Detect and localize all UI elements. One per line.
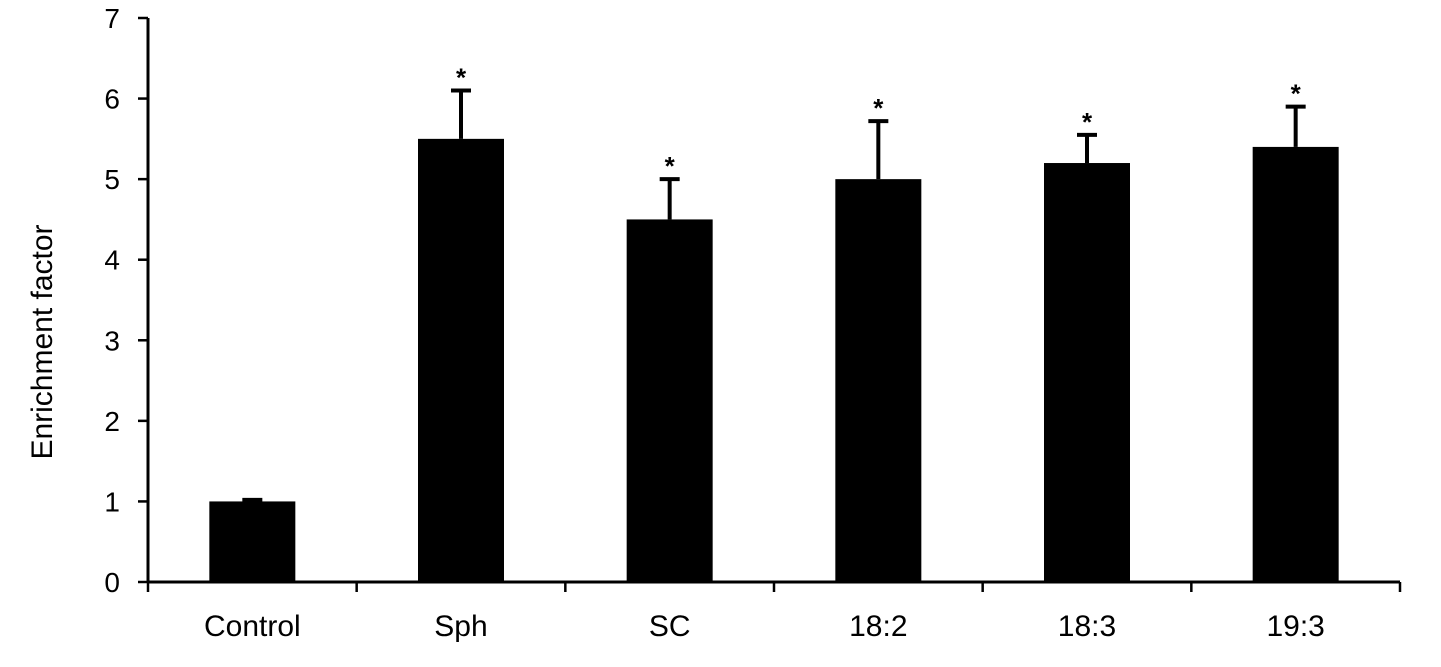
bar [209,501,296,582]
y-axis-label: Enrichment factor [26,224,59,459]
significance-marker: * [1291,79,1302,109]
bar [1044,163,1130,582]
bar [835,179,922,582]
x-tick-label: 18:3 [1058,610,1116,643]
y-tick-label: 3 [104,325,120,356]
x-tick-label: Control [204,610,301,643]
significance-marker: * [456,63,467,93]
x-tick-label: 19:3 [1266,610,1324,643]
y-tick-label: 1 [104,486,120,517]
y-tick-label: 4 [104,245,120,276]
x-tick-label: Sph [434,610,487,643]
bar [626,219,713,582]
x-tick-label: SC [649,610,691,643]
bars [209,138,1339,582]
bar [418,138,504,582]
x-tick-label: 18:2 [849,610,907,643]
y-axis: 0 1 2 3 4 5 6 7 [104,3,150,598]
significance-marker: * [665,151,676,181]
y-tick-label: 5 [104,164,120,195]
significance-marker: * [1082,107,1093,137]
y-tick-label: 6 [104,84,120,115]
significance-marker: * [873,93,884,123]
y-tick-label: 7 [104,3,120,34]
error-bars [242,88,1306,502]
y-tick-label: 0 [104,567,120,598]
x-axis [146,580,1402,592]
labels: Control * Sph * SC * 18:2 * 18:3 * 19:3 [204,63,1325,643]
bar [1252,146,1339,582]
y-tick-label: 2 [104,406,120,437]
